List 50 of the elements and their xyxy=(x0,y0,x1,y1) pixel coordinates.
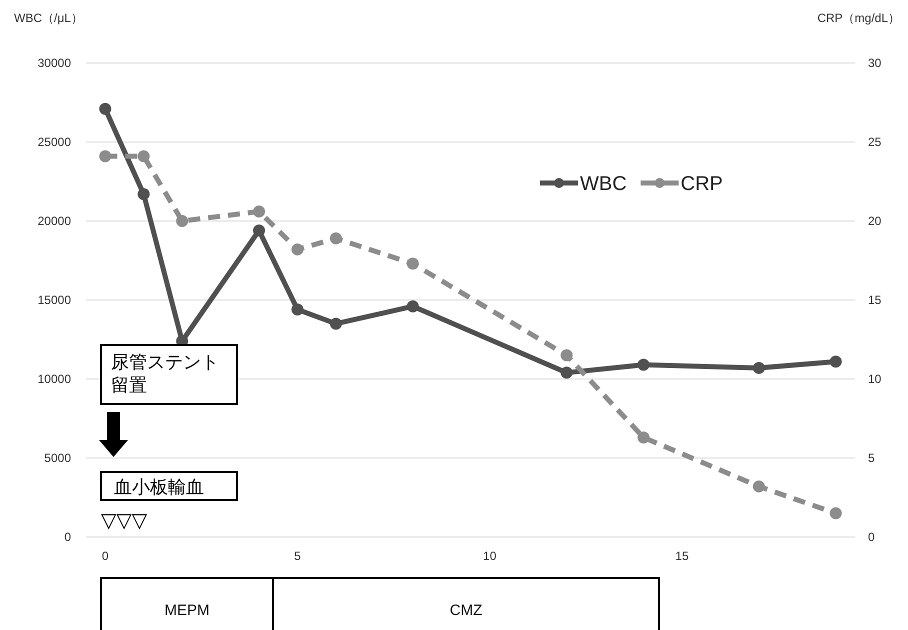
point xyxy=(330,232,342,244)
annotation: 尿管ステント留置 xyxy=(100,344,238,405)
annotation: CMZ xyxy=(272,577,660,630)
y-tick-label: 30000 xyxy=(38,56,72,70)
point xyxy=(830,507,842,520)
y-tick-label: 5000 xyxy=(44,451,72,465)
y-tick-label: 25000 xyxy=(38,135,72,149)
y-tick-label: 10000 xyxy=(38,372,72,386)
point xyxy=(138,188,150,200)
point xyxy=(560,349,573,362)
y-tick-label: 20000 xyxy=(38,214,72,228)
point xyxy=(830,356,842,368)
x-tick-label: 5 xyxy=(294,549,302,563)
x-tick-label: 10 xyxy=(483,549,497,563)
y2-axis-title: CRP（mg/dL） xyxy=(817,11,900,25)
point xyxy=(138,150,150,162)
point xyxy=(638,358,650,371)
point xyxy=(752,362,765,374)
legend-label: WBC xyxy=(580,173,627,195)
annotation: 血小板輸血 xyxy=(114,477,204,497)
y-tick-label: 15000 xyxy=(38,293,72,307)
point xyxy=(253,224,266,236)
x-tick-label: 0 xyxy=(102,549,109,563)
y-tick-label: 0 xyxy=(64,530,72,544)
point xyxy=(560,366,573,379)
y2-tick-label: 5 xyxy=(868,451,875,465)
point xyxy=(291,243,304,256)
y2-tick-label: 25 xyxy=(868,135,882,149)
point xyxy=(99,102,112,115)
point xyxy=(638,431,650,444)
x-tick-label: 15 xyxy=(675,549,689,563)
point xyxy=(406,258,419,270)
legend-label: CRP xyxy=(680,173,723,195)
point xyxy=(752,480,765,492)
annotation: MEPM xyxy=(100,577,274,630)
y2-tick-label: 30 xyxy=(868,56,882,70)
annotation: ▽▽▽ xyxy=(101,510,148,532)
y2-tick-label: 10 xyxy=(868,372,882,386)
annotation: 尿管ステント留置 xyxy=(111,352,219,395)
y2-tick-label: 0 xyxy=(868,530,875,544)
point xyxy=(99,150,112,162)
annotation: 血小板輸血 xyxy=(100,471,238,501)
point xyxy=(253,206,266,218)
point xyxy=(291,303,304,316)
point xyxy=(406,300,419,312)
y2-tick-label: 20 xyxy=(868,214,882,228)
point xyxy=(330,318,342,330)
point xyxy=(176,215,188,227)
y-axis-title: WBC（/μL） xyxy=(14,11,83,25)
y2-tick-label: 15 xyxy=(868,293,882,307)
